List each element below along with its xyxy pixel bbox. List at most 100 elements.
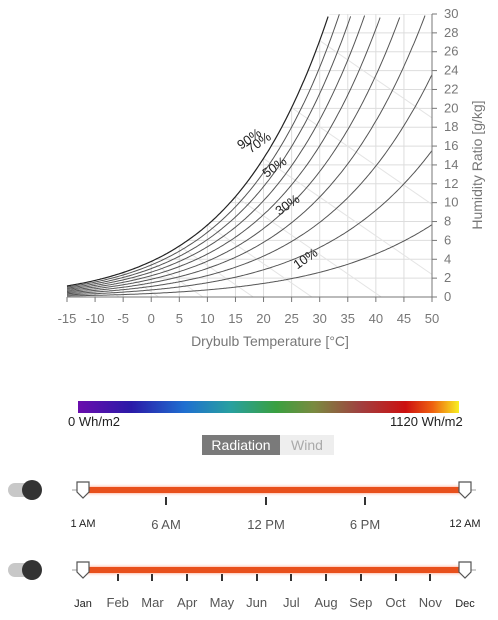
- rh-curve-100: [66, 16, 329, 287]
- hour-tick-label: 6 AM: [151, 517, 181, 532]
- hour-tick-label: 12 PM: [247, 517, 285, 532]
- y-tick-label: 6: [444, 232, 451, 247]
- rh-curve-70: [66, 15, 366, 290]
- rh-curve-30: [66, 74, 433, 295]
- month-tick: [255, 574, 258, 581]
- month-tick-label: Jul: [283, 595, 300, 610]
- rh-curve-10: [67, 224, 433, 297]
- rh-curve-40: [66, 15, 426, 294]
- hour-tick: [165, 497, 167, 505]
- hour-end-label: 12 AM: [449, 518, 481, 530]
- wetbulb-line: [235, 196, 382, 297]
- y-tick-label: 30: [444, 6, 458, 21]
- colorbar-min-label: 0 Wh/m2: [68, 414, 121, 429]
- y-tick-label: 8: [444, 214, 451, 229]
- x-tick-label: 25: [284, 311, 298, 326]
- month-filter-switch[interactable]: [8, 560, 42, 580]
- x-tick-label: 35: [341, 311, 355, 326]
- x-tick-label: 45: [397, 311, 411, 326]
- x-tick-label: 0: [148, 311, 155, 326]
- rh-curve-50: [66, 17, 401, 292]
- rh-labels: 90%70%50%30%10%: [234, 125, 320, 272]
- month-start-handle[interactable]: [76, 561, 90, 579]
- wetbulb-line: [319, 40, 432, 297]
- hour-end-handle[interactable]: [458, 481, 472, 499]
- x-axis-ticks: -15 -10 -5 0 5 10 15 20 25 30 35 40 45 50: [58, 297, 439, 326]
- month-tick: [359, 574, 362, 581]
- rh-curve-80: [66, 16, 352, 289]
- x-tick-label: -15: [58, 311, 77, 326]
- month-tick: [186, 574, 189, 581]
- y-tick-label: 28: [444, 25, 458, 40]
- y-tick-label: 26: [444, 44, 458, 59]
- rh-curve-60: [66, 17, 381, 291]
- hour-start-handle[interactable]: [76, 481, 90, 499]
- y-tick-label: 16: [444, 138, 458, 153]
- hour-filter-switch[interactable]: [8, 480, 42, 500]
- y-tick-label: 20: [444, 100, 458, 115]
- wind-toggle-button[interactable]: Wind: [280, 435, 334, 455]
- month-end-label: Dec: [455, 598, 475, 610]
- x-tick-label: 50: [425, 311, 439, 326]
- month-tick: [394, 574, 397, 581]
- x-tick-label: 15: [228, 311, 242, 326]
- wetbulb-line: [263, 157, 432, 297]
- colorbar-max-label: 1120 Wh/m2: [390, 414, 463, 429]
- rh-curve-90: [66, 14, 340, 288]
- y-tick-label: 12: [444, 176, 458, 191]
- x-tick-label: 30: [312, 311, 326, 326]
- radiation-toggle-button[interactable]: Radiation: [202, 435, 280, 455]
- month-tick: [151, 574, 154, 581]
- x-axis-title: Drybulb Temperature [°C]: [191, 333, 349, 349]
- y-tick-label: 18: [444, 119, 458, 134]
- switch-knob: [22, 560, 42, 580]
- y-tick-label: 10: [444, 195, 458, 210]
- psychrometric-chart: 90%70%50%30%10% -15 -10 -5 0 5 10 15 20 25 30 35 40…: [58, 6, 485, 349]
- month-slider-range[interactable]: [82, 567, 465, 573]
- month-tick-label: Nov: [418, 595, 442, 610]
- relative-humidity-curves: [66, 14, 433, 298]
- x-tick-label: 5: [176, 311, 183, 326]
- month-tick: [220, 574, 223, 581]
- month-tick: [116, 574, 119, 581]
- month-tick: [325, 574, 328, 581]
- y-tick-label: 0: [444, 289, 451, 304]
- month-tick-label: Aug: [314, 595, 338, 610]
- hour-start-label: 1 AM: [70, 518, 96, 530]
- wetbulb-line: [291, 107, 432, 297]
- hour-tick: [265, 497, 267, 505]
- hour-tick-label: 6 PM: [349, 517, 381, 532]
- month-tick-label: Apr: [177, 595, 198, 610]
- month-tick-label: Feb: [106, 595, 129, 610]
- x-tick-label: 10: [200, 311, 214, 326]
- x-tick-label: -5: [117, 311, 129, 326]
- month-tick-label: Sep: [349, 595, 373, 610]
- wetbulb-line: [207, 224, 313, 297]
- month-tick-label: Jun: [246, 595, 268, 610]
- month-tick-label: Mar: [141, 595, 164, 610]
- y-tick-label: 24: [444, 63, 458, 78]
- wetbulb-line: [179, 245, 254, 297]
- y-tick-label: 4: [444, 251, 451, 266]
- x-tick-label: 20: [256, 311, 270, 326]
- metric-toggle: Radiation Wind: [202, 435, 334, 455]
- hour-slider-range[interactable]: [82, 487, 465, 493]
- month-end-handle[interactable]: [458, 561, 472, 579]
- rh-label: 30%: [272, 191, 302, 218]
- y-tick-label: 14: [444, 157, 458, 172]
- y-tick-label: 22: [444, 81, 458, 96]
- hour-tick: [364, 497, 366, 505]
- month-start-label: Jan: [74, 598, 92, 610]
- chart-grid: [67, 14, 432, 297]
- switch-knob: [22, 480, 42, 500]
- x-tick-label: 40: [369, 311, 383, 326]
- y-axis-title: Humidity Ratio [g/kg]: [469, 100, 485, 229]
- month-tick-label: May: [209, 595, 235, 610]
- month-tick-label: Oct: [385, 595, 406, 610]
- month-tick: [290, 574, 293, 581]
- y-tick-label: 2: [444, 270, 451, 285]
- radiation-color-bar: [78, 401, 459, 413]
- x-tick-label: -10: [86, 311, 105, 326]
- month-tick: [429, 574, 432, 581]
